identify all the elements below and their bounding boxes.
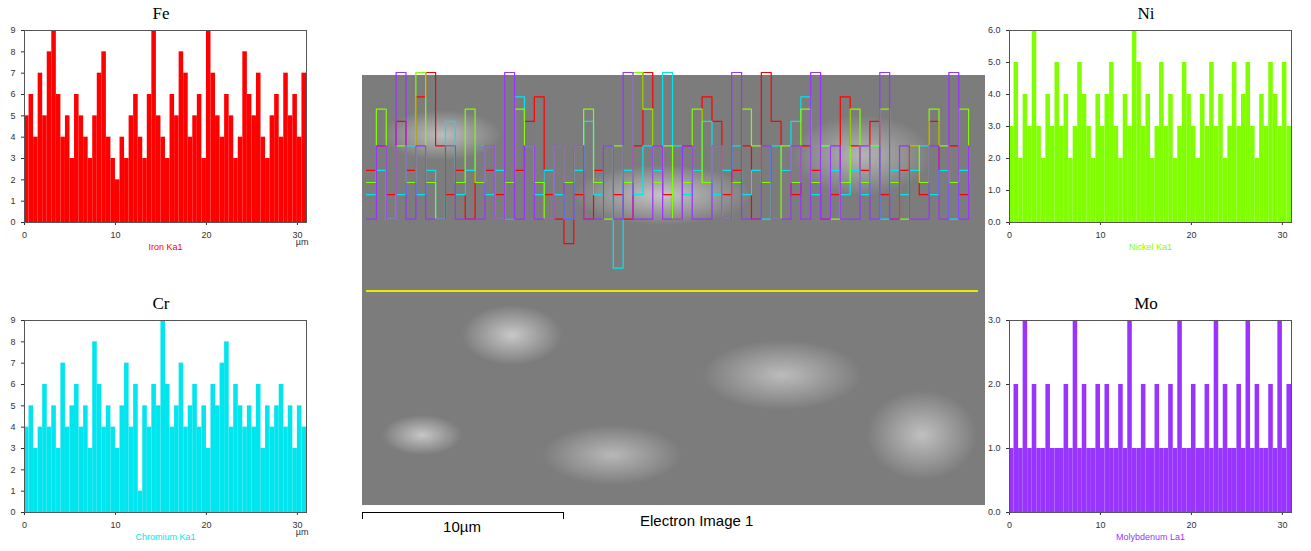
- svg-text:0: 0: [10, 507, 15, 517]
- svg-text:20: 20: [201, 230, 211, 240]
- svg-text:3: 3: [10, 153, 15, 163]
- svg-text:µm: µm: [296, 237, 309, 247]
- html-text:Ni: Ni: [1137, 4, 1155, 23]
- svg-text:0.0: 0.0: [988, 507, 1001, 517]
- svg-text:0: 0: [22, 520, 27, 530]
- svg-text:20: 20: [1186, 230, 1196, 240]
- svg-text:30: 30: [292, 229, 303, 240]
- svg-text:10: 10: [110, 520, 120, 530]
- html-text:Cr: Cr: [152, 294, 170, 313]
- svg-text:1.0: 1.0: [988, 443, 1001, 453]
- svg-text:3.0: 3.0: [988, 121, 1001, 131]
- html-text:Fe: Fe: [152, 4, 170, 23]
- svg-text:1: 1: [10, 196, 15, 206]
- svg-text:6: 6: [10, 379, 15, 389]
- html-text:Electron Image 1: Electron Image 1: [640, 512, 754, 529]
- svg-text:3.0: 3.0: [988, 315, 1001, 325]
- html-text:Mo: Mo: [1134, 294, 1158, 313]
- svg-text:0: 0: [1007, 230, 1012, 240]
- svg-text:9: 9: [10, 25, 15, 35]
- svg-text:0: 0: [22, 230, 27, 240]
- svg-text:5.0: 5.0: [988, 57, 1001, 67]
- svg-text:0: 0: [10, 217, 15, 227]
- svg-text:3: 3: [10, 443, 15, 453]
- svg-text:4: 4: [10, 422, 15, 432]
- svg-text:20: 20: [1186, 520, 1196, 530]
- svg-text:5: 5: [10, 111, 15, 121]
- svg-text:5: 5: [10, 401, 15, 411]
- svg-text:2.0: 2.0: [988, 379, 1001, 389]
- svg-text:10: 10: [1095, 230, 1105, 240]
- svg-text:4: 4: [10, 132, 15, 142]
- svg-text:30: 30: [1277, 230, 1287, 240]
- svg-text:2.0: 2.0: [988, 153, 1001, 163]
- svg-text:0: 0: [1007, 520, 1012, 530]
- svg-text:2: 2: [10, 465, 15, 475]
- svg-text:Iron Ka1: Iron Ka1: [148, 242, 182, 252]
- svg-text:8: 8: [10, 337, 15, 347]
- svg-text:Nickel Ka1: Nickel Ka1: [1129, 242, 1172, 252]
- svg-text:20: 20: [201, 520, 211, 530]
- svg-text:1.0: 1.0: [988, 185, 1001, 195]
- svg-text:6: 6: [10, 89, 15, 99]
- svg-text:2: 2: [10, 175, 15, 185]
- svg-text:0.0: 0.0: [988, 217, 1001, 227]
- svg-text:Chromium Ka1: Chromium Ka1: [135, 532, 195, 542]
- svg-text:30: 30: [1277, 520, 1287, 530]
- svg-text:30: 30: [292, 519, 303, 530]
- svg-text:Molybdenum La1: Molybdenum La1: [1116, 532, 1185, 542]
- svg-text:µm: µm: [296, 527, 309, 537]
- svg-text:10: 10: [1095, 520, 1105, 530]
- svg-text:6.0: 6.0: [988, 25, 1001, 35]
- svg-text:8: 8: [10, 47, 15, 57]
- svg-text:7: 7: [10, 358, 15, 368]
- svg-text:1: 1: [10, 486, 15, 496]
- svg-text:9: 9: [10, 315, 15, 325]
- svg-text:7: 7: [10, 68, 15, 78]
- svg-text:4.0: 4.0: [988, 89, 1001, 99]
- svg-text:10: 10: [110, 230, 120, 240]
- html-text:10µm: 10µm: [443, 518, 481, 535]
